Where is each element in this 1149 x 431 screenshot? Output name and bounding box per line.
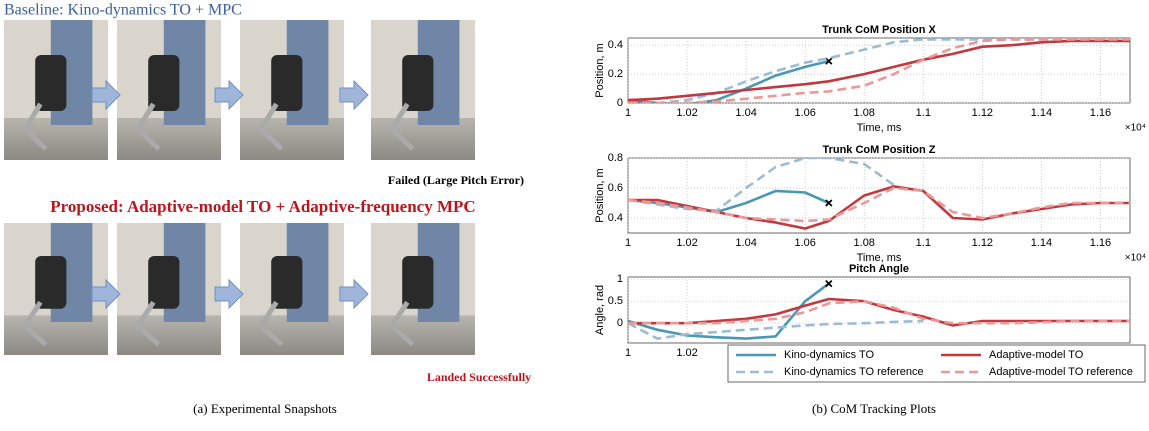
robot xyxy=(35,256,67,309)
robot xyxy=(271,256,303,309)
baseline-title: Baseline: Kino-dynamics TO + MPC xyxy=(4,2,242,19)
arrow xyxy=(91,278,121,310)
y-tick-label: 0.4 xyxy=(608,39,623,51)
y-axis-label: Position, m xyxy=(594,168,606,222)
x-tick-label: 1.12 xyxy=(972,237,993,249)
chart-title: Pitch Angle xyxy=(849,263,909,275)
y-tick-label: 0 xyxy=(617,97,623,109)
y-tick-label: 0.6 xyxy=(608,182,623,194)
x-tick-label: 1.16 xyxy=(1090,107,1111,119)
x-tick-label: 1.08 xyxy=(854,237,875,249)
success-label: Landed Successfully xyxy=(427,370,531,384)
x-tick-label: 1.06 xyxy=(794,107,815,119)
arrow xyxy=(214,278,244,310)
snapshots xyxy=(4,20,475,355)
x-axis-label: Time, ms xyxy=(857,122,902,134)
proposed-title: Proposed: Adaptive-model TO + Adaptive-f… xyxy=(50,197,475,216)
arrow xyxy=(339,79,369,111)
x-tick-label: 1.02 xyxy=(676,347,697,359)
legend-label: Kino-dynamics TO xyxy=(784,349,875,361)
robot-leg xyxy=(257,300,284,347)
x-tick-label: 1 xyxy=(625,107,631,119)
robot xyxy=(271,55,303,111)
x-tick-label: 1.06 xyxy=(794,237,815,249)
y-tick-label: 0.4 xyxy=(608,212,623,224)
x-tick-label: 1.04 xyxy=(735,107,756,119)
x-axis-label: Time, ms xyxy=(857,252,902,264)
series-line xyxy=(628,59,830,103)
robot xyxy=(148,256,180,309)
y-tick-label: 1 xyxy=(617,273,623,285)
y-axis-label: Angle, rad xyxy=(594,285,606,335)
arrow xyxy=(339,278,369,310)
chart-title: Trunk CoM Position Z xyxy=(822,144,935,156)
series-line xyxy=(628,38,1130,103)
x-tick-label: 1.1 xyxy=(916,237,931,249)
arrow xyxy=(214,79,244,111)
arrow xyxy=(91,79,121,111)
robot xyxy=(402,55,434,111)
robot-leg xyxy=(21,300,48,347)
legend-label: Adaptive-model TO reference xyxy=(989,366,1133,378)
series-line xyxy=(628,39,1130,102)
y-tick-label: 0.8 xyxy=(608,152,623,164)
robot xyxy=(148,55,180,111)
x-tick-label: 1.1 xyxy=(916,107,931,119)
series-line xyxy=(628,186,1130,223)
x-tick-label: 1.08 xyxy=(854,107,875,119)
end-marker xyxy=(825,279,833,288)
x-exponent-label: ×10⁴ xyxy=(1125,253,1146,264)
robot-leg xyxy=(257,102,284,151)
x-tick-label: 1.02 xyxy=(676,237,697,249)
x-tick-label: 1.02 xyxy=(676,107,697,119)
x-exponent-label: ×10⁴ xyxy=(1125,123,1146,134)
y-tick-label: 0.2 xyxy=(608,68,623,80)
x-tick-label: 1.14 xyxy=(1031,107,1052,119)
x-tick-label: 1.04 xyxy=(735,237,756,249)
y-tick-label: 0.5 xyxy=(608,295,623,307)
caption: (a) Experimental Snapshots xyxy=(193,401,337,416)
end-marker xyxy=(825,57,833,65)
robot-leg xyxy=(134,300,161,347)
series-line xyxy=(628,158,895,212)
end-marker xyxy=(825,199,833,207)
x-tick-label: 1 xyxy=(625,237,631,249)
legend-label: Kino-dynamics TO reference xyxy=(784,366,924,378)
robot xyxy=(402,256,434,309)
robot-leg xyxy=(388,102,415,151)
legend-label: Adaptive-model TO xyxy=(989,349,1084,361)
x-tick-label: 1 xyxy=(625,347,631,359)
robot-leg xyxy=(21,102,48,151)
x-tick-label: 1.16 xyxy=(1090,237,1111,249)
plot-area xyxy=(627,276,1131,344)
x-tick-label: 1.14 xyxy=(1031,237,1052,249)
y-axis-label: Position, m xyxy=(594,43,606,97)
y-tick-label: 0 xyxy=(617,317,623,329)
caption: (b) CoM Tracking Plots xyxy=(812,401,936,416)
series-line xyxy=(628,299,1130,325)
robot-leg xyxy=(134,102,161,151)
robot-leg xyxy=(388,300,415,347)
legend xyxy=(727,344,1146,383)
chart-title: Trunk CoM Position X xyxy=(822,24,936,36)
failed-label: Failed (Large Pitch Error) xyxy=(388,173,524,187)
x-tick-label: 1.12 xyxy=(972,107,993,119)
robot xyxy=(35,55,67,111)
